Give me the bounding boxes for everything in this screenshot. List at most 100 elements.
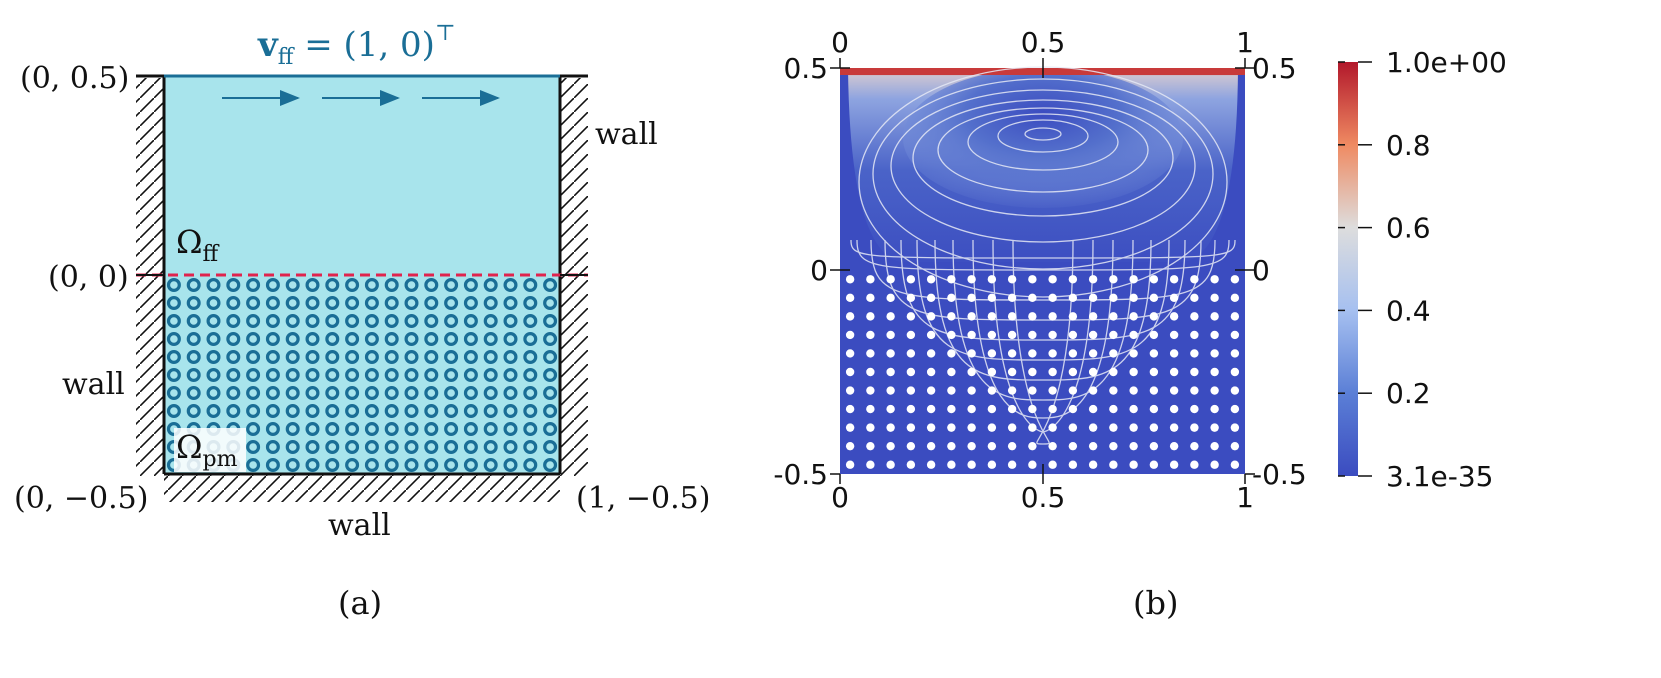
obstacle-dot: [886, 293, 895, 303]
coord-bottom-left: (0, −0.5): [14, 481, 148, 516]
obstacle-dot: [1068, 275, 1078, 284]
obstacle-dot: [1088, 404, 1098, 414]
obstacle-ring: [325, 314, 340, 329]
obstacle-dot: [1230, 441, 1240, 451]
obstacle-dot: [947, 423, 956, 432]
obstacle-ring: [265, 422, 280, 437]
obstacle-dot: [866, 349, 875, 358]
obstacle-dot: [1190, 404, 1199, 414]
obstacle-dot: [1109, 460, 1118, 469]
obstacle-dot: [1149, 386, 1159, 395]
obstacle-dot: [1210, 404, 1219, 414]
obstacle-ring: [384, 404, 399, 419]
obstacle-ring: [246, 278, 261, 293]
obstacle-ring: [206, 350, 221, 365]
obstacle-dot: [1149, 460, 1159, 469]
obstacle-dot: [967, 349, 976, 358]
obstacle-dot: [1230, 386, 1240, 395]
obstacle-dot: [1169, 404, 1179, 414]
obstacle-dot: [1109, 312, 1118, 321]
obstacle-dot: [1149, 404, 1159, 414]
obstacle-dot: [866, 275, 875, 284]
obstacle-ring: [483, 404, 498, 419]
obstacle-dot: [947, 367, 956, 377]
obstacle-ring: [285, 332, 300, 347]
obstacle-ring: [364, 422, 379, 437]
obstacle-dot: [906, 349, 916, 358]
obstacle-dot: [1048, 349, 1057, 358]
obstacle-ring: [523, 440, 538, 455]
colorbar-label: 0.2: [1386, 377, 1431, 410]
obstacle-dot: [906, 367, 916, 377]
obstacle-dot: [1129, 460, 1138, 469]
obstacle-ring: [463, 404, 478, 419]
obstacle-ring: [345, 296, 360, 311]
obstacle-dot: [926, 367, 936, 377]
cavity-shape: [840, 68, 1245, 274]
vortex-core: [903, 68, 1183, 208]
obstacle-ring: [424, 314, 439, 329]
obstacle-ring: [404, 404, 419, 419]
obstacle-ring: [206, 314, 221, 329]
obstacle-dot: [1028, 293, 1037, 303]
obstacle-dot: [1230, 312, 1240, 321]
right-tick-0: 0.5: [1252, 52, 1297, 85]
obstacle-dot: [1007, 441, 1017, 451]
obstacle-ring: [543, 440, 558, 455]
obstacle-dot: [1028, 386, 1037, 395]
obstacle-dot: [1169, 386, 1179, 395]
obstacle-ring: [246, 404, 261, 419]
obstacle-ring: [364, 314, 379, 329]
obstacle-dot: [1210, 330, 1219, 340]
obstacle-dot: [1129, 293, 1138, 303]
obstacle-ring: [364, 350, 379, 365]
obstacle-ring: [463, 458, 478, 473]
obstacle-dot: [1169, 441, 1179, 451]
obstacle-dot: [906, 441, 916, 451]
obstacle-dot: [866, 367, 875, 377]
obstacle-dot: [1028, 367, 1037, 377]
obstacle-dot: [1169, 367, 1179, 377]
obstacle-dot: [967, 367, 976, 377]
colorbar-label: 0.6: [1386, 212, 1431, 245]
obstacle-dot: [967, 404, 976, 414]
obstacle-dot: [1088, 349, 1098, 358]
obstacle-ring: [503, 458, 518, 473]
obstacle-dot: [1028, 404, 1037, 414]
obstacle-dot: [1210, 441, 1219, 451]
streamline: [856, 239, 1230, 271]
obstacle-ring: [463, 314, 478, 329]
obstacle-ring: [404, 458, 419, 473]
streamline: [912, 99, 1174, 217]
obstacle-dot: [1088, 275, 1098, 284]
caption-b: (b): [1133, 584, 1178, 622]
obstacle-ring: [305, 278, 320, 293]
obstacle-ring: [523, 404, 538, 419]
obstacle-ring: [305, 386, 320, 401]
obstacle-dot: [1007, 404, 1017, 414]
obstacle-dot: [1068, 367, 1078, 377]
obstacle-dot: [1129, 386, 1138, 395]
obstacle-dot: [866, 460, 875, 469]
obstacle-dot: [926, 404, 936, 414]
obstacle-dot: [987, 275, 997, 284]
axis-ticks: [830, 58, 1255, 484]
obstacle-ring: [483, 458, 498, 473]
obstacle-dot: [1007, 423, 1017, 432]
left-wall-hatch: [136, 78, 164, 476]
obstacle-ring: [543, 458, 558, 473]
obstacle-ring: [543, 404, 558, 419]
obstacle-dot: [866, 404, 875, 414]
colorbar-ticks: 1.0e+00 0.8 0.6 0.4 0.2 3.1e-35: [1338, 46, 1507, 493]
obstacle-ring: [305, 368, 320, 383]
obstacle-dot: [1210, 349, 1219, 358]
obstacle-dot: [1230, 367, 1240, 377]
obstacle-ring: [265, 278, 280, 293]
obstacle-ring: [503, 278, 518, 293]
panel-b: 0 0.5 1 0 0.5 1 0.5 0 -0.5 0.5 0 -0.5 1.…: [773, 26, 1507, 622]
obstacle-dot: [967, 386, 976, 395]
obstacle-ring: [246, 422, 261, 437]
obstacle-ring: [226, 332, 241, 347]
top-tick-2: 1: [1236, 26, 1254, 59]
obstacle-ring: [444, 314, 459, 329]
